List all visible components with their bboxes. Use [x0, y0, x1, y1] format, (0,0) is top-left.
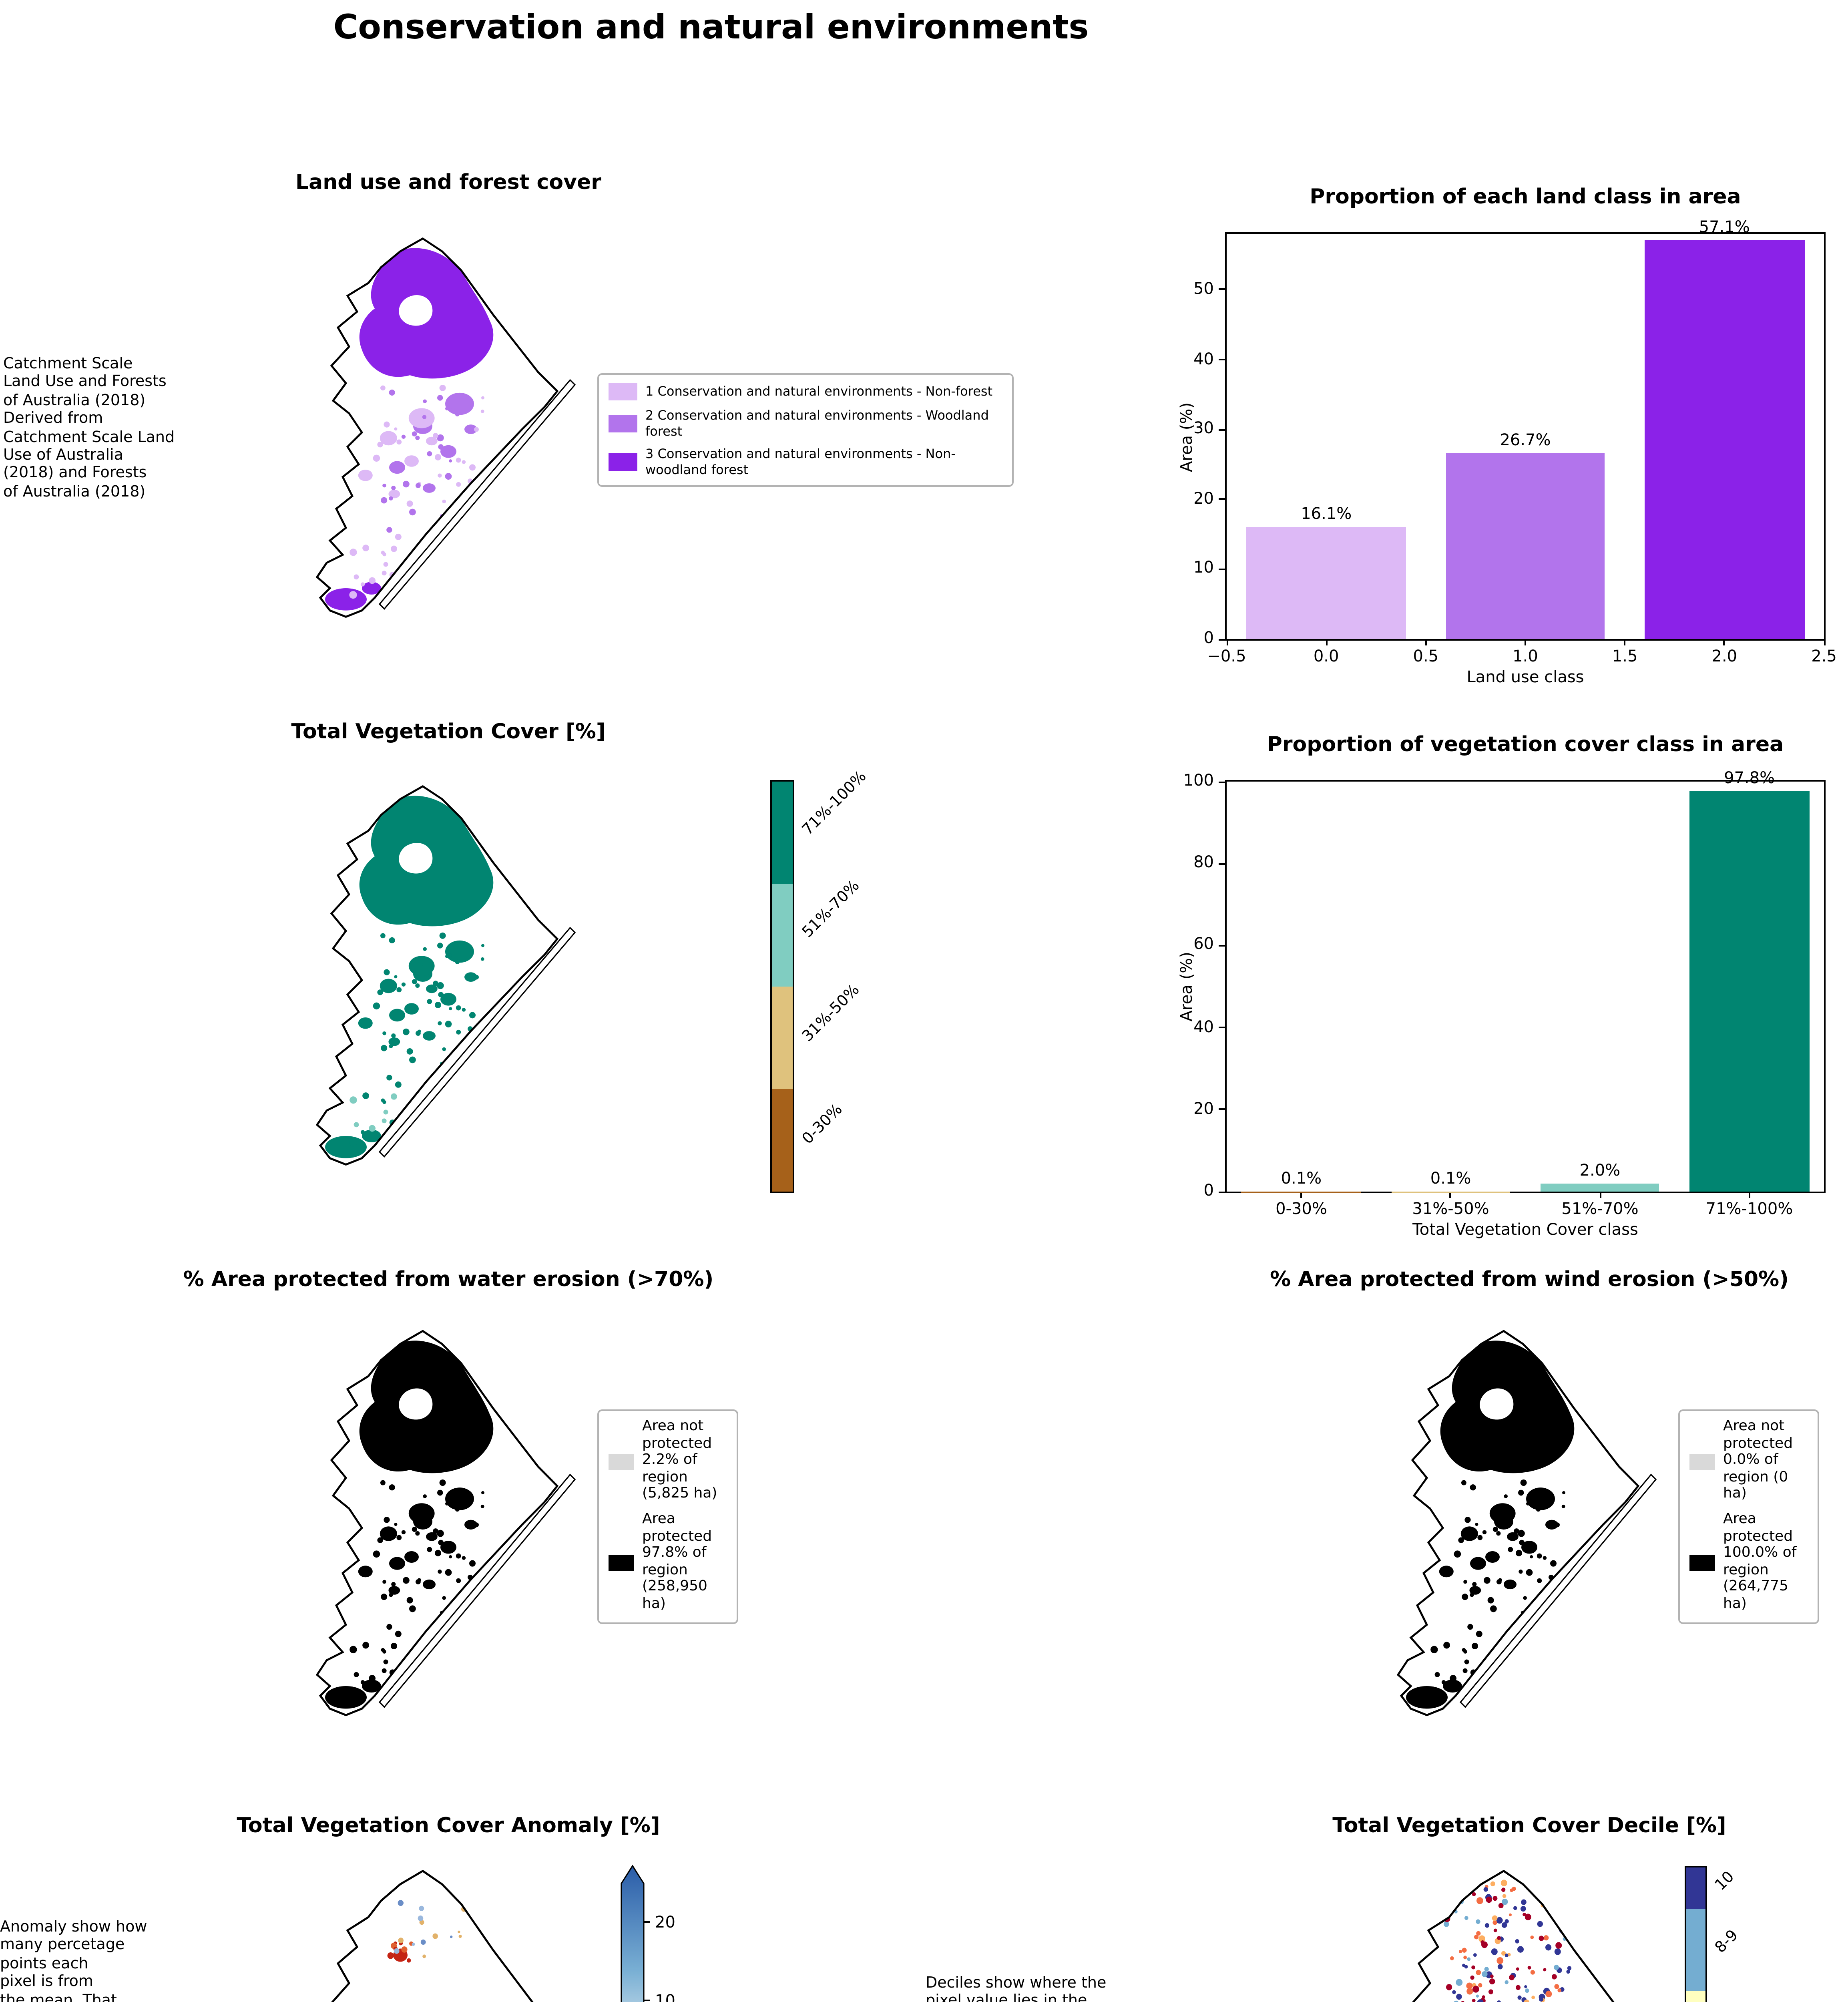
decile-map-title: Total Vegetation Cover Decile [%] [1332, 1815, 1726, 1839]
colorbar-label: 8-9 [1712, 1927, 1742, 1957]
y-axis-label: Area (%) [1179, 952, 1197, 1021]
colorbar-label: 31%-50% [799, 981, 864, 1046]
colorbar-label: 71%-100% [799, 768, 870, 839]
colorbar-segment [772, 987, 793, 1089]
bar [1391, 1191, 1511, 1192]
landuse-caption: Catchment Scale Land Use and Forests of … [3, 356, 175, 501]
colorbar-body [621, 1865, 645, 2002]
legend-swatch [609, 1453, 634, 1470]
vegcover-map-title: Total Vegetation Cover [%] [291, 721, 606, 745]
bar [1689, 790, 1809, 1192]
legend-label: 3 Conservation and natural environments … [645, 447, 956, 477]
legend-swatch [609, 383, 637, 400]
bar-value-label: 0.1% [1281, 1170, 1322, 1188]
legend-item: 1 Conservation and natural environments … [609, 383, 1002, 400]
colorbar-segment [1686, 1991, 1705, 2002]
anomaly-map [304, 1861, 593, 2002]
colorbar-segment [1686, 1867, 1705, 1909]
colorbar-tick-label: 10 [655, 1992, 675, 2002]
bar-value-label: 26.7% [1500, 432, 1551, 449]
decile-caption: Deciles show where the pixel value lies … [926, 1975, 1107, 2002]
legend-label: 1 Conservation and natural environments … [645, 384, 993, 398]
colorbar-tick-label: 20 [655, 1913, 675, 1932]
legend-swatch [1689, 1555, 1715, 1571]
colorbar-segment [772, 1089, 793, 1192]
wind-erosion-map [1385, 1321, 1673, 1741]
legend-label: Area not protected 0.0% of region (0 ha) [1723, 1419, 1793, 1503]
landuse-legend: 1 Conservation and natural environments … [597, 373, 1014, 488]
vegcover-map [304, 777, 576, 1190]
decile-colorbar: 10 8-9 4-7 2-3 1 [1685, 1866, 1742, 2002]
bar-value-label: 0.1% [1430, 1170, 1471, 1188]
wind-erosion-legend: Area not protected 0.0% of region (0 ha)… [1678, 1409, 1819, 1624]
bar-value-label: 97.8% [1724, 770, 1775, 788]
legend-swatch [609, 415, 637, 433]
water-erosion-legend: Area not protected 2.2% of region (5,825… [597, 1409, 738, 1624]
x-axis-label: Land use class [1466, 669, 1584, 687]
landuse-map [304, 229, 576, 642]
colorbar-label: 10 [1712, 1868, 1738, 1895]
page-title: Conservation and natural environments [333, 8, 1089, 46]
landclass-chart: Proportion of each land class in area Ar… [1179, 186, 1837, 687]
legend-swatch [609, 1555, 634, 1571]
vegcover-colorbar: 71%-100% 51%-70% 31%-50% 0-30% [770, 768, 870, 1193]
bar [1540, 1183, 1660, 1192]
bar-value-label: 57.1% [1699, 219, 1750, 237]
legend-item: Area protected 97.8% of region (258,950 … [609, 1512, 727, 1614]
anomaly-colorbar: 20 10 0 −10 −20 [609, 1864, 705, 2002]
anomaly-map-title: Total Vegetation Cover Anomaly [%] [237, 1815, 660, 1839]
bar [1241, 1191, 1361, 1192]
water-erosion-title: % Area protected from water erosion (>70… [183, 1268, 714, 1292]
colorbar-segment [1686, 1909, 1705, 1992]
legend-item: Area protected 100.0% of region (264,775… [1689, 1512, 1808, 1614]
bar [1446, 452, 1605, 639]
legend-item: Area not protected 0.0% of region (0 ha) [1689, 1419, 1808, 1504]
colorbar-label: 0-30% [799, 1101, 847, 1148]
legend-label: Area protected 100.0% of region (264,775… [1723, 1512, 1797, 1613]
legend-label: 2 Conservation and natural environments … [645, 408, 989, 438]
chart-title: Proportion of vegetation cover class in … [1267, 734, 1784, 758]
legend-label: Area protected 97.8% of region (258,950 … [642, 1512, 712, 1613]
bar-value-label: 2.0% [1579, 1162, 1621, 1180]
anomaly-caption: Anomaly show how many percetage points e… [0, 1919, 147, 2002]
decile-map [1385, 1861, 1673, 2002]
colorbar-label: 51%-70% [799, 877, 864, 942]
bar [1645, 240, 1804, 639]
landuse-map-title: Land use and forest cover [295, 171, 601, 195]
colorbar-segment [772, 884, 793, 987]
vegclass-chart: Proportion of vegetation cover class in … [1179, 734, 1826, 1240]
x-axis-label: Total Vegetation Cover class [1412, 1222, 1638, 1240]
colorbar-segment [772, 782, 793, 884]
legend-item: 3 Conservation and natural environments … [609, 447, 1002, 478]
legend-item: Area not protected 2.2% of region (5,825… [609, 1419, 727, 1504]
water-erosion-map [304, 1321, 593, 1741]
legend-item: 2 Conservation and natural environments … [609, 408, 1002, 439]
bar-value-label: 16.1% [1301, 506, 1352, 524]
legend-swatch [1689, 1453, 1715, 1470]
legend-swatch [609, 454, 637, 472]
bar [1246, 527, 1406, 639]
legend-label: Area not protected 2.2% of region (5,825… [642, 1419, 717, 1503]
wind-erosion-title: % Area protected from wind erosion (>50%… [1270, 1268, 1789, 1292]
chart-title: Proportion of each land class in area [1310, 186, 1741, 210]
